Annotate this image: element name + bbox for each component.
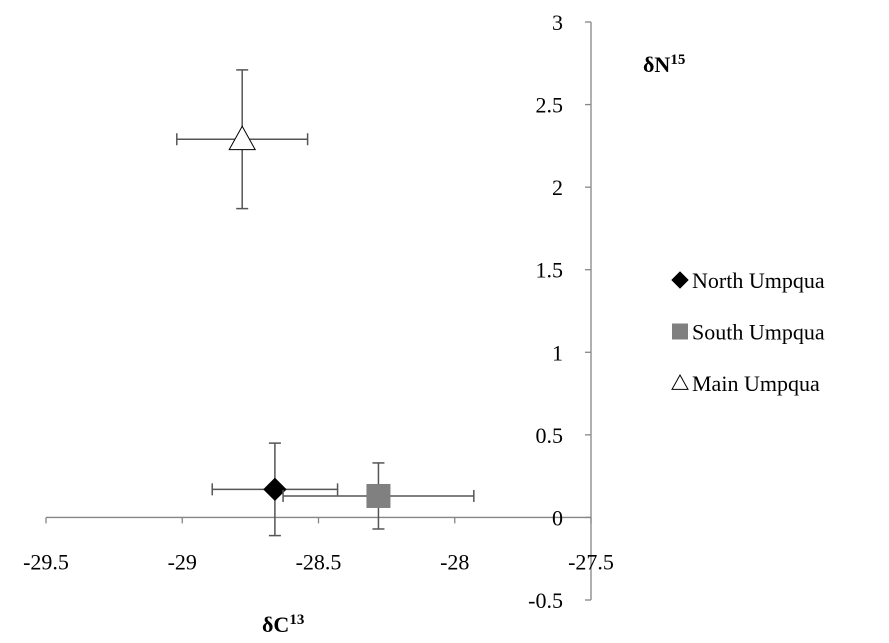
x_label-title: δC13 [262, 612, 304, 637]
y-tick-label: 2.5 [536, 93, 564, 118]
legend-label: South Umpqua [692, 320, 825, 345]
y-tick-label: 0 [552, 505, 563, 530]
x-tick-label: -29.5 [23, 549, 69, 574]
y_label-text: δN [643, 52, 670, 77]
point [366, 483, 391, 508]
x-tick-label: -27.5 [568, 549, 614, 574]
y-tick-label: 3 [552, 10, 563, 35]
y-tick-label: 1.5 [536, 258, 564, 283]
x-tick-label: -29 [168, 549, 197, 574]
y_label-title: δN15 [643, 52, 685, 77]
y-tick-label: 0.5 [536, 423, 564, 448]
y-tick-label: 2 [552, 175, 563, 200]
legend-marker [672, 323, 688, 340]
x-tick-label: -28 [440, 549, 469, 574]
y-tick-label: -0.5 [528, 588, 563, 613]
x_label-text: δC [262, 612, 289, 637]
legend-label: Main Umpqua [692, 371, 820, 396]
point [228, 125, 257, 151]
legend-label: North Umpqua [692, 268, 825, 293]
legend-marker [671, 271, 689, 289]
x-tick-label: -28.5 [296, 549, 342, 574]
legend-marker [671, 373, 689, 390]
point [263, 477, 287, 502]
x_label-superscript: 13 [289, 612, 304, 628]
y_label-superscript: 15 [670, 52, 685, 68]
y-tick-label: 1 [552, 340, 563, 365]
